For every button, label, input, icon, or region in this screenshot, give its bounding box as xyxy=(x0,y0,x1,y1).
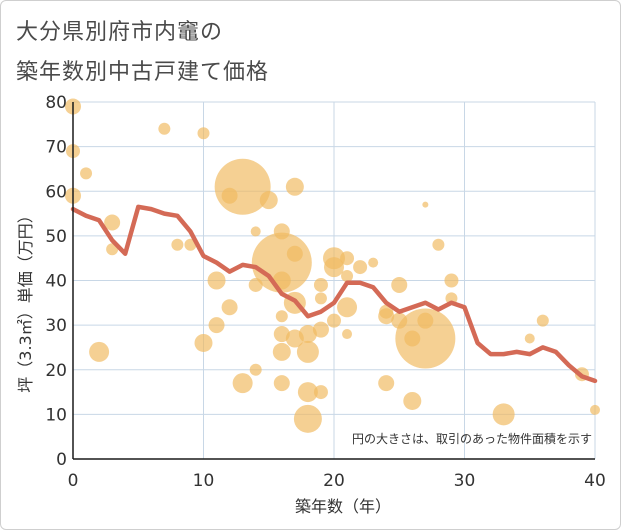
x-tick-label-40: 40 xyxy=(584,471,606,491)
x-tick-label-0: 0 xyxy=(68,471,79,491)
bubble-53 xyxy=(391,276,408,293)
bubble-20 xyxy=(249,363,262,376)
bubble-40 xyxy=(313,385,328,400)
bubble-61 xyxy=(444,273,459,288)
y-tick-label-40: 40 xyxy=(45,272,67,292)
bubble-13 xyxy=(208,317,225,334)
bubble-57 xyxy=(422,201,429,208)
bubble-44 xyxy=(340,251,355,266)
bubble-33 xyxy=(298,325,317,344)
x-tick-label-10: 10 xyxy=(193,471,215,491)
bubble-21 xyxy=(259,191,278,210)
x-axis-title: 築年数（年） xyxy=(295,497,391,516)
bubble-16 xyxy=(214,158,271,215)
bubble-12 xyxy=(207,271,226,290)
y-tick-label-20: 20 xyxy=(45,361,67,381)
bubble-48 xyxy=(353,260,368,275)
axes xyxy=(72,102,595,460)
bubble-64 xyxy=(524,333,535,344)
grid-lines xyxy=(73,101,596,459)
y-tick-label-70: 70 xyxy=(45,138,67,158)
bubble-60 xyxy=(432,238,445,251)
bubble-18 xyxy=(250,226,261,237)
y-tick-label-30: 30 xyxy=(45,316,67,336)
bubble-52 xyxy=(378,375,395,392)
bubbles xyxy=(65,98,600,433)
bubble-56 xyxy=(403,391,422,410)
bubble-8 xyxy=(171,238,184,251)
y-axis-title: 坪（3.3㎡）単価（万円） xyxy=(16,207,35,392)
bubble-45 xyxy=(341,270,354,283)
bubble-36 xyxy=(293,404,322,433)
bubble-11 xyxy=(194,333,213,352)
y-tick-label-60: 60 xyxy=(45,182,67,202)
bubble-28 xyxy=(273,375,290,392)
bubble-59 xyxy=(395,308,456,369)
bubble-39 xyxy=(312,321,329,338)
bubble-67 xyxy=(590,404,600,415)
bubble-42 xyxy=(324,257,344,278)
bubble-27 xyxy=(272,342,291,361)
bubble-51 xyxy=(378,308,395,325)
bubble-25 xyxy=(275,310,288,323)
y-tick-label-10: 10 xyxy=(45,405,67,425)
tick-labels: 0 10 20 30 40 50 60 70 80 0 10 20 30 40 xyxy=(45,93,605,491)
bubble-49 xyxy=(368,257,379,268)
x-tick-label-20: 20 xyxy=(323,471,345,491)
bubble-29 xyxy=(285,177,304,196)
chart-title-line-2: 築年数別中古戸建て価格 xyxy=(16,60,270,85)
chart-title-line-1: 大分県別府市内竈の xyxy=(16,20,224,45)
trend-line-layer xyxy=(70,204,598,384)
bubble-4 xyxy=(89,341,110,362)
x-tick-label-30: 30 xyxy=(454,471,476,491)
bubble-43 xyxy=(327,313,341,328)
bubble-37 xyxy=(313,277,328,292)
bubble-65 xyxy=(536,314,549,327)
bubble-62 xyxy=(445,292,458,305)
bubble-30 xyxy=(286,245,303,262)
y-tick-label-80: 80 xyxy=(45,93,67,113)
bubble-34 xyxy=(296,340,319,363)
bubble-15 xyxy=(221,299,238,316)
y-tick-label-50: 50 xyxy=(45,227,67,247)
bubble-size-note: 円の大きさは、取引のあった物件面積を示す xyxy=(352,431,592,446)
bubble-10 xyxy=(197,127,210,140)
bubble-35 xyxy=(297,382,318,403)
bubble-63 xyxy=(492,403,515,426)
y-tick-label-0: 0 xyxy=(56,450,67,470)
bubble-47 xyxy=(342,329,353,340)
bubble-38 xyxy=(314,292,327,305)
bubble-3 xyxy=(80,167,93,180)
trend-line-0 xyxy=(70,204,598,384)
bubble-17 xyxy=(232,373,253,394)
bubble-7 xyxy=(158,122,171,135)
bubble-5 xyxy=(104,214,121,231)
bubble-46 xyxy=(337,297,358,318)
bubble-26 xyxy=(273,326,290,343)
